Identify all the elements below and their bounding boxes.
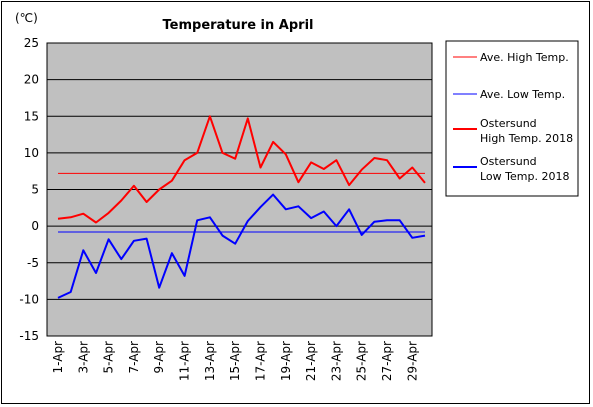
y-tick-label: 5 [31,183,39,197]
y-axis-ticks: 25 20 15 10 5 0 -5 -10 -15 [19,36,39,343]
legend: Ave. High Temp. Ave. Low Temp. Ostersund Hi… [453,51,573,183]
y-tick-label: 0 [31,219,39,233]
y-tick-label: 25 [24,36,39,50]
x-tick-label: 11-Apr [178,341,192,381]
legend-box [445,40,579,197]
y-axis-unit-label: (℃) [15,11,38,25]
y-tick-label: -5 [27,256,39,270]
series-lines [57,115,426,299]
legend-label: Ave. Low Temp. [480,88,565,101]
x-tick-label: 29-Apr [405,341,419,381]
x-tick-label: 23-Apr [329,341,343,381]
y-tick-label: -10 [19,292,39,306]
y-tick-label: 20 [24,73,39,87]
x-tick-label: 15-Apr [228,341,242,381]
x-tick-label: 9-Apr [152,341,166,374]
x-tick-label: 5-Apr [102,341,116,374]
legend-label: Ostersund Low Temp. 2018 [480,155,569,183]
x-tick-label: 7-Apr [127,341,141,374]
series-line-2 [57,115,426,224]
chart-title: Temperature in April [163,18,314,33]
x-axis-ticks: 1-Apr 3-Apr 5-Apr 7-Apr 9-Apr 11-Apr 13-Apr 15-… [51,341,419,381]
legend-label: Ave. High Temp. [480,51,569,64]
legend-label: Ostersund High Temp. 2018 [480,117,573,145]
x-tick-label: 27-Apr [380,341,394,381]
x-tick-label: 19-Apr [279,341,293,381]
y-tick-label: -15 [19,329,39,343]
gridlines [47,79,432,300]
y-tick-label: 15 [24,109,39,123]
x-tick-label: 25-Apr [355,341,369,381]
x-tick-label: 17-Apr [253,341,267,381]
series-line-3 [57,193,426,299]
x-tick-label: 21-Apr [304,341,318,381]
x-tick-label: 13-Apr [203,341,217,381]
x-tick-label: 1-Apr [51,341,65,374]
x-tick-label: 3-Apr [76,341,90,374]
y-tick-label: 10 [24,146,39,160]
